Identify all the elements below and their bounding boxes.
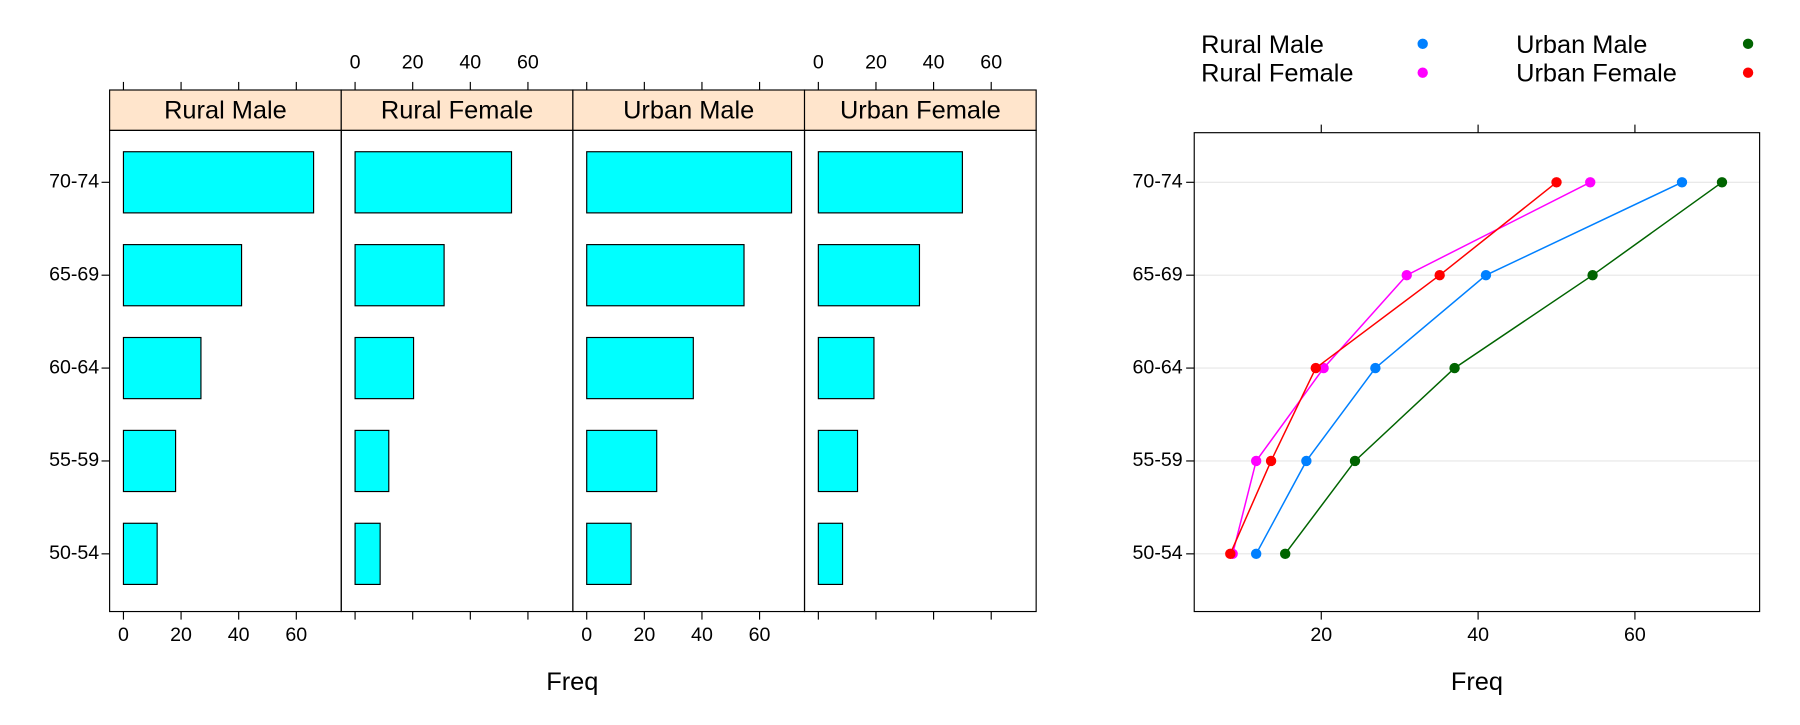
point — [1349, 455, 1361, 467]
point — [1449, 362, 1460, 374]
point — [1480, 270, 1492, 281]
bar — [817, 336, 875, 400]
point — [1301, 455, 1312, 467]
point — [1585, 177, 1596, 188]
bar — [122, 244, 243, 307]
x-tick-label: 60 — [285, 624, 307, 646]
bar — [817, 151, 963, 214]
strip — [803, 89, 1037, 131]
y-tick-label: 70-74 — [1133, 170, 1183, 192]
point — [1434, 270, 1445, 281]
point — [1716, 177, 1728, 188]
bar — [354, 244, 445, 307]
point — [1280, 548, 1291, 560]
x-tick-label: 40 — [923, 52, 945, 74]
x-tick-label: 60 — [517, 52, 539, 74]
strip — [109, 89, 342, 131]
y-tick-label: 55-59 — [49, 449, 99, 471]
point — [1225, 548, 1236, 560]
y-tick-label: 60-64 — [1133, 356, 1183, 378]
y-tick-label: 65-69 — [49, 263, 99, 285]
x-tick-label: 20 — [865, 52, 887, 74]
legend-marker — [1417, 67, 1428, 78]
x-tick-label: 40 — [691, 624, 713, 646]
bar — [586, 244, 745, 307]
point — [1318, 362, 1329, 374]
y-tick-label: 55-59 — [1133, 449, 1183, 471]
x-tick-label: 0 — [350, 52, 361, 74]
y-tick-label: 70-74 — [49, 170, 99, 192]
legend-label: Urban Male — [1516, 31, 1647, 59]
x-axis-label: Freq — [546, 668, 598, 696]
strip-label: Urban Male — [623, 97, 754, 125]
x-tick-label: 0 — [813, 52, 824, 74]
x-tick-label: 20 — [1310, 624, 1332, 646]
point — [1310, 362, 1321, 374]
x-tick-label: 60 — [749, 624, 771, 646]
x-tick-label: 40 — [228, 624, 250, 646]
legend-marker — [1742, 38, 1754, 50]
bar — [354, 522, 381, 585]
point — [1587, 270, 1598, 281]
bar — [586, 151, 793, 214]
bar — [586, 429, 658, 493]
x-tick-label: 40 — [459, 52, 481, 74]
point — [1676, 177, 1688, 188]
x-axis-label: Freq — [1451, 668, 1503, 696]
bar — [817, 429, 859, 493]
bar — [122, 522, 158, 585]
y-tick-label: 60-64 — [49, 356, 99, 378]
y-tick-label: 65-69 — [1133, 263, 1183, 285]
bar — [354, 151, 513, 214]
x-tick-label: 20 — [402, 52, 424, 74]
x-tick-label: 60 — [1624, 624, 1646, 646]
strip-label: Rural Male — [164, 97, 287, 125]
x-tick-label: 40 — [1467, 624, 1489, 646]
x-tick-label: 0 — [581, 624, 592, 646]
point — [1265, 455, 1277, 467]
point — [1551, 177, 1562, 188]
point — [1250, 548, 1262, 560]
point — [1250, 455, 1262, 467]
x-tick-label: 20 — [633, 624, 655, 646]
point — [1401, 270, 1412, 281]
point — [1370, 362, 1381, 374]
bar — [122, 151, 315, 214]
legend-label: Urban Female — [1516, 60, 1677, 88]
x-tick-label: 0 — [118, 624, 129, 646]
y-tick-label: 50-54 — [1133, 542, 1183, 564]
plot-frame — [1193, 132, 1761, 613]
bar — [817, 244, 921, 307]
bar — [817, 522, 844, 585]
bar — [354, 429, 390, 493]
y-tick-label: 50-54 — [49, 542, 99, 564]
bar — [586, 522, 632, 585]
legend-label: Rural Female — [1201, 60, 1353, 88]
panel — [803, 129, 1037, 613]
legend-marker — [1417, 38, 1428, 50]
x-tick-label: 20 — [170, 624, 192, 646]
x-tick-label: 60 — [980, 52, 1002, 74]
bar — [354, 336, 415, 400]
bar — [122, 336, 202, 400]
strip-label: Urban Female — [840, 97, 1001, 125]
legend-marker — [1742, 67, 1754, 78]
bar — [586, 336, 694, 400]
strip-label: Rural Female — [381, 97, 533, 125]
bar — [122, 429, 177, 493]
legend-label: Rural Male — [1201, 31, 1324, 59]
